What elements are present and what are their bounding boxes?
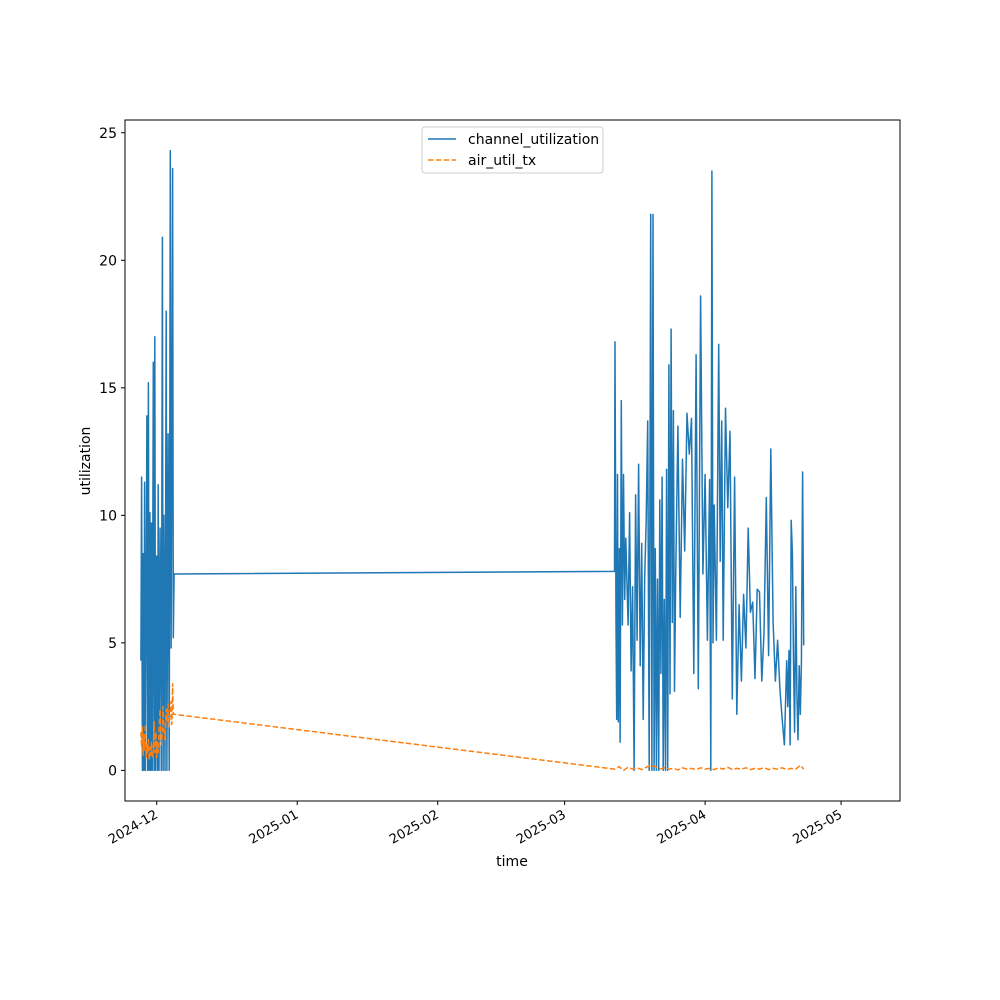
y-tick-label: 25 [99,126,117,142]
x-axis-label: time [496,854,528,870]
legend-label: channel_utilization [468,132,599,148]
series-layer [140,149,805,772]
legend-label: air_util_tx [468,153,536,169]
plot-area [125,120,900,801]
y-tick-label: 20 [99,253,117,269]
y-axis-label: utilization [78,427,94,496]
y-tick-label: 5 [108,636,117,652]
y-tick-label: 10 [99,508,117,524]
legend: channel_utilization air_util_tx [421,126,604,174]
y-tick-label: 15 [99,381,117,397]
legend-box [421,126,604,174]
series-line-channel_utilization [140,149,805,772]
plot-frame [124,119,901,802]
y-tick-label: 0 [108,763,117,779]
series-line-air_util_tx [140,682,805,772]
y-axis: 0 5 10 15 20 25 [99,126,125,779]
